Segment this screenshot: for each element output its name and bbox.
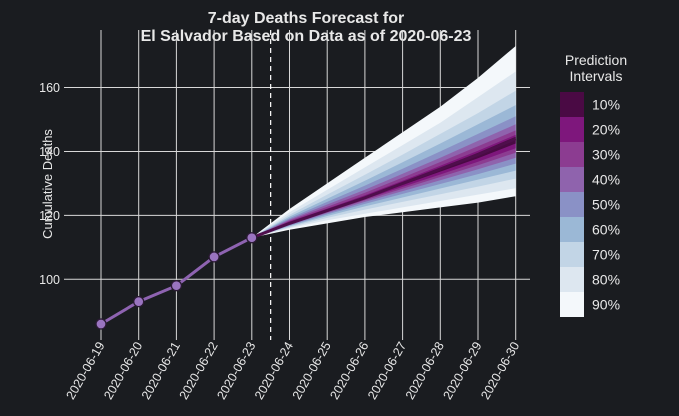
x-tick-label: 2020-06-24: [252, 339, 296, 401]
legend-label: 90%: [592, 297, 620, 313]
legend-swatch: [560, 192, 584, 217]
legend-label: 20%: [592, 122, 620, 138]
y-tick-label: 140: [39, 145, 60, 159]
x-tick-label: 2020-06-20: [101, 339, 145, 401]
observed-point: [208, 251, 220, 263]
x-tick-label: 2020-06-25: [290, 339, 334, 401]
x-tick-label: 2020-06-30: [478, 339, 522, 401]
legend-label: 40%: [592, 172, 620, 188]
chart-title-line1: 7-day Deaths Forecast for: [208, 10, 405, 27]
prediction-band-80pct: [251, 71, 516, 238]
observed-point: [95, 318, 107, 330]
legend-label: 60%: [592, 222, 620, 238]
x-tick-label: 2020-06-21: [139, 339, 183, 401]
legend-swatch: [560, 117, 584, 142]
legend-label: 30%: [592, 147, 620, 163]
x-tick-label: 2020-06-22: [177, 339, 221, 401]
observed-point: [170, 280, 183, 292]
x-tick-label: 2020-06-26: [327, 339, 371, 401]
x-tick-label: 2020-06-28: [403, 339, 447, 401]
legend-title-line1: Prediction: [565, 52, 627, 68]
y-tick-label: 120: [39, 209, 60, 223]
y-tick-label: 100: [39, 273, 60, 287]
y-axis-label: Cumulative Deaths: [40, 129, 55, 239]
observed-point: [246, 232, 258, 244]
x-tick-label: 2020-06-29: [440, 339, 484, 401]
prediction-band-40pct: [251, 124, 516, 238]
x-tick-label: 2020-06-19: [63, 339, 107, 401]
legend-label: 80%: [592, 272, 620, 288]
legend-swatch: [560, 217, 584, 242]
legend-swatch: [560, 292, 584, 317]
legend-title-line2: Intervals: [570, 68, 623, 84]
legend-swatch: [560, 92, 584, 117]
legend-label: 70%: [592, 247, 620, 263]
observed-point: [133, 295, 145, 308]
y-tick-label: 160: [39, 81, 60, 95]
x-tick-label: 2020-06-23: [214, 339, 258, 401]
legend-label: 10%: [592, 97, 620, 113]
chart-title-line2: El Salvador Based on Data as of 2020-06-…: [141, 28, 472, 45]
legend: 10% 20% 30% 40% 50% 60% 70% 80% 90%: [560, 92, 620, 317]
prediction-band-60pct: [251, 105, 516, 238]
legend-label: 50%: [592, 197, 620, 213]
x-tick-label: 2020-06-27: [365, 339, 409, 401]
prediction-band-30pct: [251, 130, 516, 238]
prediction-band-50pct: [251, 116, 516, 238]
series-lines: [95, 137, 517, 330]
legend-swatch: [560, 267, 584, 292]
legend-swatch: [560, 167, 584, 192]
median-forecast-line: [251, 137, 517, 240]
prediction-band-70pct: [251, 90, 516, 238]
prediction-band-20pct: [251, 134, 516, 238]
legend-swatch: [560, 242, 584, 267]
prediction-bands: [251, 46, 516, 238]
legend-swatch: [560, 142, 584, 167]
